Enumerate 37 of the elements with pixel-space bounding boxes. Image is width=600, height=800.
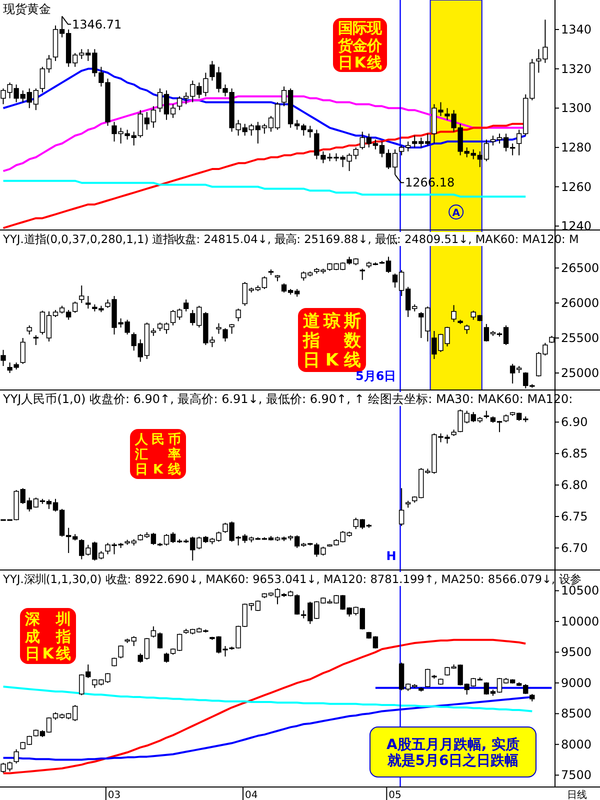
y-tick-label: 6.70	[561, 540, 588, 555]
x-axis-title: 日线	[567, 789, 587, 800]
annotation: A股五月月跌幅, 实质就是5月6日之日跌幅	[386, 736, 520, 770]
y-tick-label: 6.85	[561, 446, 588, 461]
annotation: 国际现货金价日K线	[337, 19, 383, 72]
annotation: 5月6日	[356, 369, 396, 383]
y-tick-label: 1320	[561, 62, 592, 76]
y-tick-label: 1300	[561, 101, 592, 116]
chart-title: 现货黄金	[3, 2, 51, 16]
y-tick-label: 10000	[561, 614, 600, 628]
y-tick-label: 25000	[561, 366, 600, 380]
y-tick-label: 1260	[561, 180, 592, 194]
annotation: 深圳成指日K线	[24, 610, 71, 663]
annotation: 1346.71	[72, 17, 122, 32]
annotation: 人民币汇率日K线	[134, 432, 181, 478]
y-tick-label: 8500	[561, 706, 592, 721]
annotation: A	[452, 208, 460, 219]
y-tick-label: 25500	[561, 330, 600, 345]
x-tick-label: 05	[388, 790, 402, 800]
x-tick-label: 04	[245, 790, 258, 800]
y-tick-label: 6.75	[561, 510, 588, 524]
y-tick-label: 10500	[561, 584, 600, 598]
y-tick-label: 9000	[561, 676, 592, 690]
annotation: 1266.18	[405, 176, 455, 190]
x-tick-label: 03	[108, 790, 121, 800]
y-tick-label: 1280	[561, 140, 592, 154]
y-tick-label: 6.90	[561, 415, 588, 430]
annotation: H	[386, 549, 396, 563]
y-tick-label: 9500	[561, 645, 592, 660]
chart-title: YYJ.深圳(1,1,30,0) 收盘: 8922.690↓, MAK60: 9653.041↓, MA120: 8781.199↑, MA250: 8566.079↓, 设参	[2, 572, 581, 586]
y-tick-label: 7500	[561, 768, 592, 782]
annotation: 道琼斯指数日K线	[302, 312, 362, 371]
y-tick-label: 8000	[561, 737, 592, 752]
y-tick-label: 26000	[561, 296, 600, 310]
y-tick-label: 26500	[561, 261, 600, 276]
y-tick-label: 1340	[561, 22, 592, 36]
y-tick-label: 6.80	[561, 478, 588, 492]
